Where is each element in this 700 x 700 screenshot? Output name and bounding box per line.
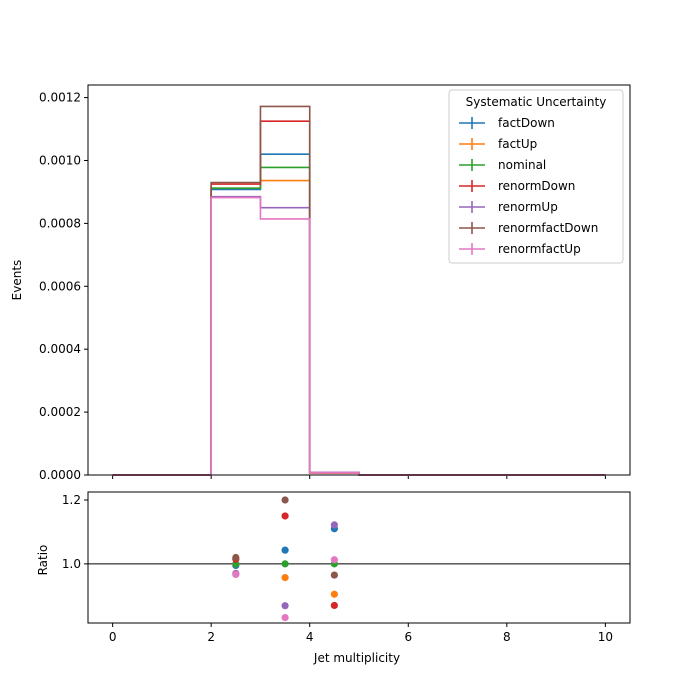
ratio-point-factUp: [330, 590, 338, 598]
ratio-point-renormfactUp: [232, 570, 240, 579]
ratio-point-renormDown: [281, 512, 289, 520]
x-tick-label: 8: [503, 630, 511, 644]
ratio-axis-label: Ratio: [36, 545, 50, 576]
events-axes-frame: [87, 84, 631, 476]
ratio-point-renormUp: [281, 602, 289, 610]
x-tick-label: 6: [404, 630, 412, 644]
legend-label-renormfactUp: renormfactUp: [498, 242, 581, 256]
ratio-point-renormfactDown: [232, 553, 240, 562]
legend-label-nominal: nominal: [498, 158, 546, 172]
legend-label-renormUp: renormUp: [498, 200, 558, 214]
y-tick-label: 0.0002: [39, 405, 81, 419]
y-tick-label: 0.0010: [39, 153, 81, 167]
legend: Systematic Uncertainty factDown factUp nom…: [448, 89, 624, 264]
ratio-y-tick-label: 1.0: [62, 557, 81, 571]
ratio-point-renormfactUp: [330, 556, 338, 564]
legend-label-factDown: factDown: [498, 116, 555, 130]
ratio-point-renormfactDown: [330, 571, 338, 579]
ratio-y-tick-label: 1.2: [62, 493, 81, 507]
y-tick-label: 0.0012: [39, 91, 81, 105]
x-axis-label: Jet multiplicity: [313, 651, 400, 665]
legend-label-renormDown: renormDown: [498, 179, 575, 193]
legend-label-factUp: factUp: [498, 137, 537, 151]
ratio-point-factDown: [281, 546, 289, 554]
y-tick-label: 0.0004: [39, 342, 81, 356]
legend-box: [448, 89, 624, 264]
x-tick-label: 2: [207, 630, 215, 644]
x-tick-label: 0: [109, 630, 117, 644]
ratio-point-renormUp: [330, 521, 338, 529]
legend-items: factDown factUp nominal renormDown renormUp r…: [459, 116, 598, 256]
events-axis-label: Events: [10, 260, 24, 301]
legend-title: Systematic Uncertainty: [466, 95, 607, 109]
legend-label-renormfactDown: renormfactDown: [498, 221, 598, 235]
x-tick-label: 10: [598, 630, 613, 644]
ratio-axes-frame: [87, 491, 631, 624]
y-tick-label: 0.0008: [39, 216, 81, 230]
y-tick-label: 0.0006: [39, 279, 81, 293]
x-tick-label: 4: [306, 630, 314, 644]
y-tick-label: 0.0000: [39, 468, 81, 482]
ratio-point-nominal: [281, 560, 289, 568]
ratio-panel: 1.0 1.2 0 2 4 6 8 10: [62, 491, 631, 644]
ratio-point-factUp: [281, 574, 289, 582]
events-histogram-panel: 0.0000 0.0002 0.0004 0.0006 0.0008 0.0010 0.00…: [39, 84, 631, 482]
ratio-point-renormDown: [330, 601, 338, 610]
ratio-point-renormfactDown: [281, 496, 289, 504]
ratio-point-renormfactUp: [281, 613, 289, 622]
